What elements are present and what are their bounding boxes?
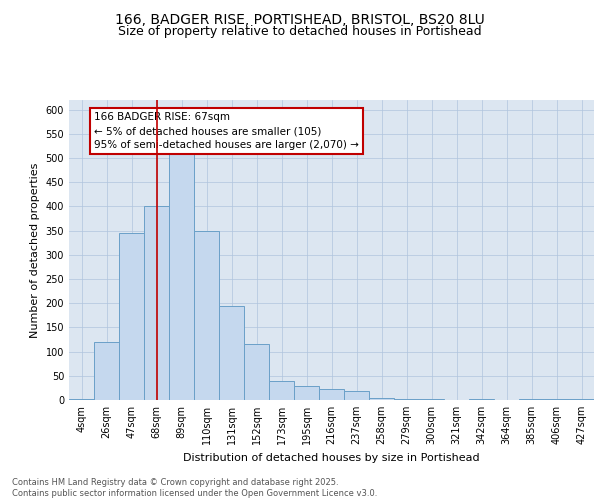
Bar: [569, 399, 594, 400]
Bar: [119, 233, 144, 400]
Bar: [94, 342, 119, 400]
Bar: [69, 399, 94, 400]
Bar: [319, 390, 344, 400]
Text: Size of property relative to detached houses in Portishead: Size of property relative to detached ho…: [118, 25, 482, 38]
Bar: [244, 344, 269, 400]
Bar: [519, 399, 544, 400]
Text: 166 BADGER RISE: 67sqm
← 5% of detached houses are smaller (105)
95% of semi-det: 166 BADGER RISE: 67sqm ← 5% of detached …: [94, 112, 359, 150]
Text: 166, BADGER RISE, PORTISHEAD, BRISTOL, BS20 8LU: 166, BADGER RISE, PORTISHEAD, BRISTOL, B…: [115, 12, 485, 26]
Text: Contains HM Land Registry data © Crown copyright and database right 2025.
Contai: Contains HM Land Registry data © Crown c…: [12, 478, 377, 498]
Bar: [344, 392, 369, 400]
Bar: [394, 398, 419, 400]
Y-axis label: Number of detached properties: Number of detached properties: [30, 162, 40, 338]
Bar: [544, 399, 569, 400]
Bar: [219, 306, 244, 400]
Bar: [269, 380, 294, 400]
Bar: [294, 386, 319, 400]
Bar: [169, 153, 194, 400]
Bar: [369, 398, 394, 400]
Bar: [144, 206, 169, 400]
Bar: [469, 399, 494, 400]
Bar: [419, 398, 444, 400]
Bar: [194, 230, 219, 400]
X-axis label: Distribution of detached houses by size in Portishead: Distribution of detached houses by size …: [183, 452, 480, 462]
